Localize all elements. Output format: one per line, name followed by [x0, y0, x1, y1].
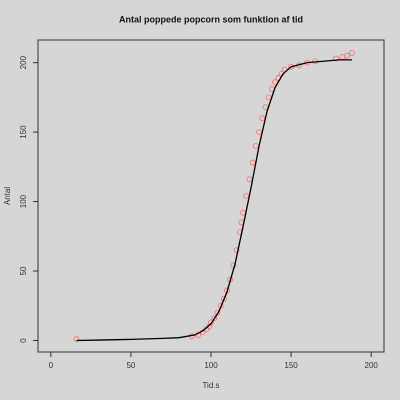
point — [214, 309, 221, 316]
y-tick-label: 150 — [19, 125, 28, 139]
x-tick-label: 100 — [204, 361, 218, 370]
point — [339, 54, 346, 60]
point — [349, 50, 355, 56]
x-tick-label: 50 — [126, 361, 135, 370]
point — [344, 52, 351, 59]
plot-box — [37, 39, 385, 353]
y-tick-label: 100 — [19, 194, 28, 208]
point — [233, 247, 240, 254]
y-tick-label: 50 — [19, 266, 28, 275]
point — [252, 143, 259, 149]
y-axis-label: Antal — [3, 187, 12, 205]
y-tick-label: 0 — [19, 338, 28, 343]
x-tick-label: 200 — [365, 361, 379, 370]
point — [243, 193, 250, 199]
point — [256, 129, 262, 135]
point — [240, 209, 246, 216]
fit-line — [76, 59, 352, 342]
x-axis-label: Tid.s — [202, 381, 219, 390]
point — [333, 55, 339, 62]
point — [265, 94, 272, 101]
chart-title: Antal poppede popcorn som funktion af ti… — [119, 14, 303, 24]
x-tick-label: 0 — [49, 361, 54, 370]
point — [73, 336, 80, 342]
point — [208, 319, 214, 326]
x-tick-label: 150 — [284, 361, 298, 370]
point — [211, 315, 218, 322]
y-tick-label: 200 — [19, 55, 28, 69]
point — [246, 176, 253, 183]
point — [259, 115, 266, 122]
point — [249, 159, 256, 166]
